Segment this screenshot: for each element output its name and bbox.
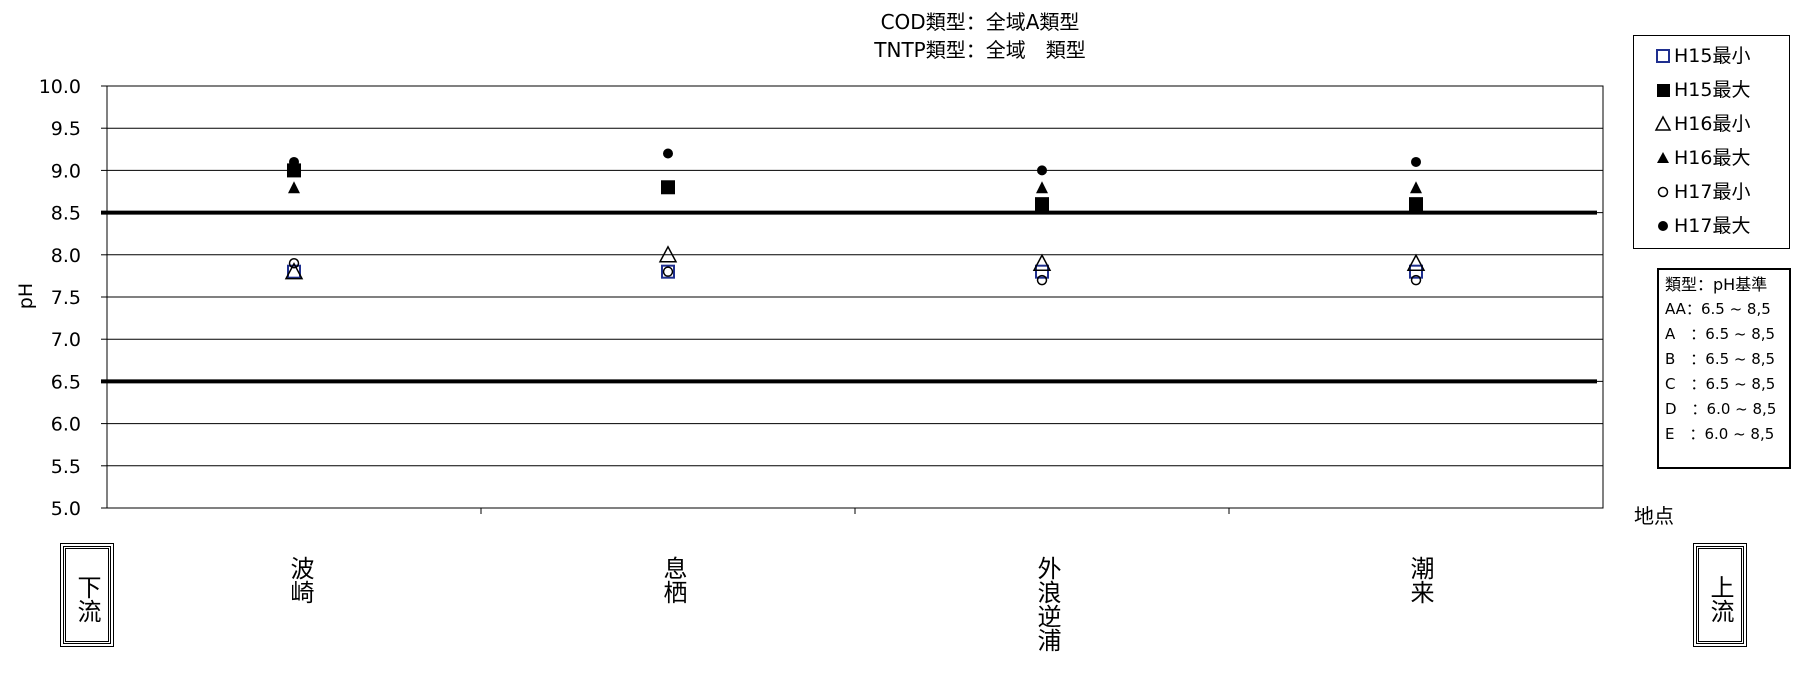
standards-row: B ：6.5 ~ 8,5 (1665, 350, 1776, 368)
y-tick-label: 6.5 (51, 371, 81, 393)
downstream-label: 下流 (60, 543, 114, 647)
ph-standards-box: 類型：pH基準 AA：6.5 ~ 8,5 A ：6.5 ~ 8,5 B ：6.5… (1657, 268, 1791, 469)
data-point (658, 245, 678, 263)
data-point (661, 264, 675, 279)
legend: H15最小 H15最大 H16最小 H16最大 H17最小 H17最大 (1633, 35, 1790, 249)
legend-marker-triangle-filled (1654, 142, 1672, 174)
y-tick-label: 5.5 (51, 456, 81, 478)
data-point (662, 266, 674, 277)
data-point (1409, 264, 1423, 279)
data-point (663, 148, 673, 159)
data-point (1411, 156, 1421, 167)
legend-marker-circle-open (1654, 176, 1672, 208)
data-point (1035, 264, 1049, 279)
data-point (288, 257, 300, 269)
y-tick-label: 7.0 (51, 329, 81, 351)
y-tick-label: 9.0 (51, 160, 81, 182)
legend-label-h15-max: H15最大 (1674, 79, 1751, 101)
data-point (287, 264, 301, 279)
legend-label-h17-max: H17最大 (1674, 215, 1751, 237)
legend-marker-circle-filled (1654, 210, 1672, 242)
data-point (662, 181, 674, 194)
data-point (1032, 253, 1052, 271)
y-axis-label: pH (15, 282, 37, 310)
upstream-label: 上流 (1693, 543, 1747, 647)
legend-marker-triangle-open (1654, 108, 1672, 140)
data-point (1037, 165, 1047, 176)
legend-label-h16-min: H16最小 (1674, 113, 1751, 135)
data-point (1410, 274, 1422, 286)
standards-row: D ：6.0 ~ 8,5 (1665, 400, 1777, 418)
standards-row: E ：6.0 ~ 8,5 (1665, 425, 1775, 443)
legend-label-h17-min: H17最小 (1674, 181, 1751, 203)
data-point (288, 181, 300, 194)
y-tick-label: 7.5 (51, 287, 81, 309)
y-tick-label: 10.0 (39, 76, 81, 98)
standards-row: C ：6.5 ~ 8,5 (1665, 375, 1776, 393)
chart-title-line-2: TNTP類型：全域 類型 (874, 38, 1086, 62)
data-point (1406, 253, 1426, 271)
data-point (1410, 181, 1422, 194)
x-category-label: 波崎 (286, 556, 314, 604)
y-tick-label: 5.0 (51, 498, 81, 520)
data-point (284, 262, 304, 280)
chart-title-line-1: COD類型：全域A類型 (880, 10, 1080, 34)
x-category-label: 外浪逆浦 (1033, 556, 1061, 652)
standards-row: AA：6.5 ~ 8,5 (1665, 300, 1771, 318)
y-tick-label: 6.0 (51, 414, 81, 436)
legend-label-h16-max: H16最大 (1674, 147, 1751, 169)
x-category-label: 息栖 (659, 556, 687, 604)
data-point (1035, 197, 1049, 212)
x-category-label: 潮来 (1406, 556, 1434, 604)
data-point (287, 163, 301, 178)
data-point (1036, 274, 1048, 286)
legend-marker-square-open (1654, 40, 1672, 72)
x-axis-label: 地点 (1634, 504, 1674, 528)
y-tick-label: 8.5 (51, 203, 81, 225)
data-point (1409, 197, 1423, 212)
data-point (289, 156, 299, 167)
y-tick-label: 9.5 (51, 118, 81, 140)
legend-label-h15-min: H15最小 (1674, 45, 1751, 67)
standards-title: 類型：pH基準 (1665, 275, 1768, 294)
data-point (1036, 181, 1048, 194)
standards-row: A ：6.5 ~ 8,5 (1665, 325, 1776, 343)
y-tick-label: 8.0 (51, 245, 81, 267)
legend-marker-square-filled (1654, 74, 1672, 106)
